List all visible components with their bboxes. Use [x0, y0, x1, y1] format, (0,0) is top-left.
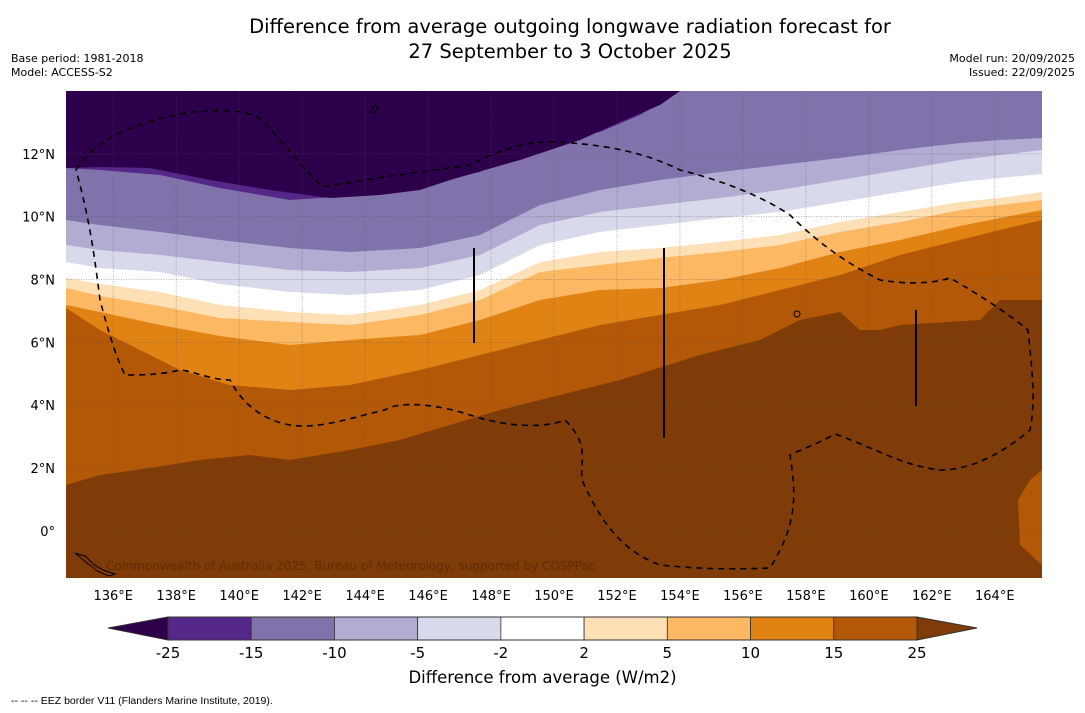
- colorbar-tick-label: 15: [824, 644, 844, 662]
- latitude-tick-label: 0°: [40, 525, 55, 540]
- latitude-tick-label: 12°N: [22, 148, 55, 163]
- latitude-tick-label: 4°N: [31, 399, 56, 414]
- band-below-minus25: [66, 91, 680, 198]
- longitude-tick-label: 150°E: [534, 589, 574, 604]
- colorbar-segment: [666, 616, 751, 641]
- eez-border-line: [75, 109, 1034, 570]
- longitude-tick-label: 154°E: [660, 589, 700, 604]
- island-outlines: [74, 105, 917, 577]
- longitude-tick-label: 142°E: [282, 589, 322, 604]
- colorbar-segment: [750, 616, 835, 641]
- colorbar-tick-label: 10: [741, 644, 761, 662]
- colorbar-tick-label: -2: [493, 644, 509, 662]
- title-line-2: 27 September to 3 October 2025: [408, 40, 732, 63]
- longitude-tick-label: 162°E: [912, 589, 952, 604]
- colorbar-tick-label: -5: [410, 644, 426, 662]
- colorbar-outline: [167, 616, 918, 641]
- colorbar-tick-label: -25: [155, 644, 181, 662]
- colorbar-title: Difference from average (W/m2): [408, 668, 677, 687]
- colorbar-tick-label: -15: [238, 644, 264, 662]
- map-title: Difference from average outgoing longwav…: [0, 14, 1085, 64]
- longitude-tick-label: 160°E: [849, 589, 889, 604]
- meta-right: Model run: 20/09/2025 Issued: 22/09/2025: [949, 52, 1075, 80]
- title-line-1: Difference from average outgoing longwav…: [249, 15, 891, 38]
- longitude-tick-label: 146°E: [408, 589, 448, 604]
- eez-footnote: -- -- -- EEZ border V11 (Flanders Marine…: [11, 695, 273, 707]
- colorbar-segment: [334, 616, 419, 641]
- latitude-tick-label: 8°N: [31, 274, 56, 289]
- longitude-tick-label: 158°E: [786, 589, 826, 604]
- guam-island-outline: [369, 105, 379, 114]
- longitude-tick-label: 144°E: [345, 589, 385, 604]
- colorbar-tick-label: 5: [662, 644, 673, 662]
- meta-left: Base period: 1981-2018 Model: ACCESS-S2: [11, 52, 143, 80]
- colorbar-tick-label: -10: [322, 644, 347, 662]
- eez-borders: [75, 109, 1034, 570]
- longitude-tick-label: 138°E: [156, 589, 196, 604]
- model-name: Model: ACCESS-S2: [11, 66, 113, 79]
- longitude-tick-label: 164°E: [975, 589, 1015, 604]
- issued-date: Issued: 22/09/2025: [968, 66, 1075, 79]
- latitude-tick-label: 10°N: [22, 211, 55, 226]
- colorbar-extend-max: [916, 616, 978, 641]
- colorbar-segment: [167, 616, 252, 641]
- longitude-tick-label: 136°E: [93, 589, 133, 604]
- colorbar-segment: [250, 616, 335, 641]
- copyright-notice: © Commonwealth of Australia 2025, Bureau…: [90, 559, 595, 573]
- latitude-tick-label: 6°N: [31, 336, 56, 351]
- longitude-tick-label: 148°E: [471, 589, 511, 604]
- latitude-tick-label: 2°N: [31, 462, 56, 477]
- band-15-25-east-patch: [1018, 470, 1042, 565]
- colorbar-tick-label: 2: [579, 644, 589, 662]
- longitude-tick-label: 152°E: [597, 589, 637, 604]
- longitude-tick-labels: 136°E 138°E 140°E 142°E 144°E 146°E 148°E 150°E…: [93, 589, 1014, 604]
- solomon-islands-outline: [74, 552, 117, 577]
- colorbar-tick-label: 25: [907, 644, 927, 662]
- longitude-tick-label: 156°E: [723, 589, 763, 604]
- atoll-outline: [793, 310, 801, 318]
- latitude-tick-labels: 12°N 10°N 8°N 6°N 4°N 2°N 0°: [22, 148, 55, 540]
- colorbar: [107, 616, 978, 641]
- colorbar-segment: [833, 616, 918, 641]
- model-run: Model run: 20/09/2025: [949, 52, 1075, 65]
- colorbar-segment: [583, 616, 668, 641]
- base-period: Base period: 1981-2018: [11, 52, 144, 65]
- colorbar-extend-min: [107, 616, 169, 641]
- longitude-tick-label: 140°E: [219, 589, 259, 604]
- colorbar-segment: [417, 616, 502, 641]
- colorbar-segment: [500, 616, 585, 641]
